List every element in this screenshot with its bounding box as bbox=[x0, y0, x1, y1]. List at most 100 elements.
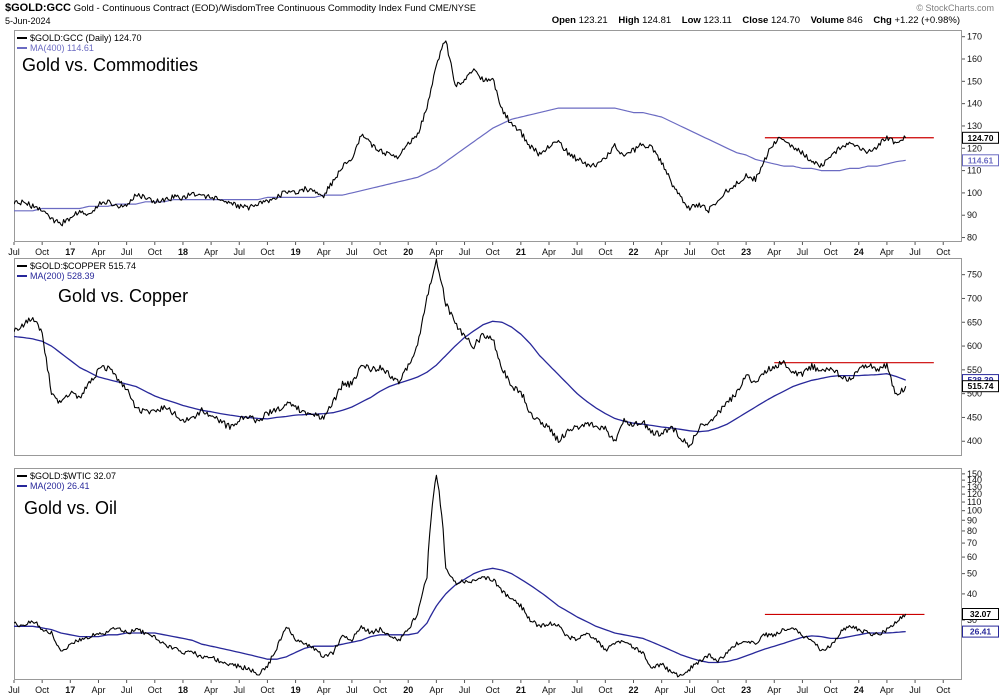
x-axis-label: Jul bbox=[571, 247, 583, 257]
quote-label: Open bbox=[551, 15, 576, 26]
x-axis-label: Apr bbox=[204, 685, 218, 695]
ma-line-sample bbox=[17, 275, 27, 277]
x-axis-label: Oct bbox=[598, 247, 613, 257]
x-axis-label: Oct bbox=[373, 685, 388, 695]
copyright-label: © StockCharts.com bbox=[916, 3, 994, 13]
x-axis-label: Apr bbox=[767, 247, 781, 257]
x-axis-label: Apr bbox=[655, 685, 669, 695]
y-axis-label: 120 bbox=[967, 143, 982, 153]
x-axis-label: 22 bbox=[628, 247, 638, 257]
x-axis-label: Oct bbox=[711, 685, 726, 695]
x-axis-label: Oct bbox=[260, 247, 275, 257]
y-axis-label: 90 bbox=[967, 210, 977, 220]
x-axis-label: Apr bbox=[91, 247, 105, 257]
x-axis-label: Jul bbox=[909, 247, 921, 257]
panel1-legend: $GOLD:GCC (Daily) 124.70 MA(400) 114.61 bbox=[17, 33, 142, 53]
y-axis-label: 130 bbox=[967, 121, 982, 131]
legend-label: MA(400) 114.61 bbox=[30, 43, 94, 53]
x-axis-label: Apr bbox=[542, 247, 556, 257]
x-axis-label: Oct bbox=[35, 247, 50, 257]
y-axis-label: 110 bbox=[967, 166, 981, 176]
y-axis-label: 110 bbox=[967, 497, 981, 507]
chart-header: $GOLD:GCC Gold - Continuous Contract (EO… bbox=[5, 2, 476, 14]
x-axis-label: 24 bbox=[854, 685, 864, 695]
x-axis-label: Oct bbox=[936, 247, 951, 257]
quote-label: Low bbox=[681, 15, 701, 26]
legend-row-price: $GOLD:$WTIC 32.07 bbox=[17, 471, 116, 481]
legend-label: $GOLD:$COPPER 515.74 bbox=[30, 261, 137, 271]
y-axis-label: 400 bbox=[967, 436, 982, 446]
last-price-box bbox=[962, 625, 999, 638]
y-axis-label: 100 bbox=[967, 506, 982, 516]
x-axis-label: Apr bbox=[317, 685, 331, 695]
legend-row-ma: MA(200) 528.39 bbox=[17, 271, 136, 281]
x-axis-label: 23 bbox=[741, 685, 751, 695]
last-price-box bbox=[962, 380, 999, 393]
y-axis-label: 140 bbox=[967, 99, 982, 109]
x-axis-label: 19 bbox=[291, 247, 301, 257]
x-axis-label: 17 bbox=[65, 685, 75, 695]
y-axis-label: 120 bbox=[967, 489, 982, 499]
x-axis-label: Apr bbox=[204, 247, 218, 257]
panel3-title: Gold vs. Oil bbox=[24, 498, 118, 518]
price-line-sample bbox=[17, 475, 27, 477]
x-axis-label: 17 bbox=[65, 247, 75, 257]
x-axis-label: Apr bbox=[429, 247, 443, 257]
y-axis-label: 90 bbox=[967, 515, 977, 525]
plot-border bbox=[14, 30, 962, 242]
panel3-legend: $GOLD:$WTIC 32.07 MA(200) 26.41 bbox=[17, 471, 116, 491]
panel1-title: Gold vs. Commodities bbox=[22, 55, 199, 75]
last-price-box bbox=[962, 131, 999, 144]
x-axis-label: Oct bbox=[486, 685, 501, 695]
ma-line-sample bbox=[17, 47, 27, 49]
ma-line bbox=[14, 320, 906, 433]
y-axis-label: 80 bbox=[967, 526, 977, 536]
quote-value: 846 bbox=[846, 15, 863, 26]
x-axis-label: Apr bbox=[767, 685, 781, 695]
exchange-label: CME/NYSE bbox=[428, 3, 476, 13]
x-axis-label: Jul bbox=[234, 685, 246, 695]
plot-border bbox=[14, 468, 962, 680]
ma-line bbox=[14, 107, 906, 212]
legend-row-price: $GOLD:$COPPER 515.74 bbox=[17, 261, 136, 271]
x-axis-label: Oct bbox=[598, 685, 613, 695]
price-line-sample bbox=[17, 265, 27, 267]
y-axis-label: 170 bbox=[967, 32, 982, 42]
quote-value: 123.21 bbox=[578, 15, 608, 26]
quote-label: Volume bbox=[810, 15, 845, 26]
x-axis-label: Apr bbox=[429, 685, 443, 695]
x-axis-label: Oct bbox=[35, 685, 50, 695]
price-line bbox=[14, 40, 907, 227]
x-axis-label: Jul bbox=[797, 685, 809, 695]
legend-label: MA(200) 528.39 bbox=[30, 271, 95, 281]
x-axis-label: 21 bbox=[516, 247, 526, 257]
last-price-label: 528.39 bbox=[968, 375, 994, 385]
plot-border bbox=[14, 258, 962, 456]
quote-value: 124.70 bbox=[770, 15, 800, 26]
symbol-description: Gold - Continuous Contract (EOD)/WisdomT… bbox=[73, 3, 427, 14]
last-price-box bbox=[962, 608, 999, 620]
panel2-title: Gold vs. Copper bbox=[58, 286, 189, 306]
ma-line-sample bbox=[17, 485, 27, 487]
panel2-legend: $GOLD:$COPPER 515.74 MA(200) 528.39 bbox=[17, 261, 136, 281]
legend-label: MA(200) 26.41 bbox=[30, 481, 90, 491]
x-axis-label: 19 bbox=[291, 685, 301, 695]
legend-label: $GOLD:GCC (Daily) 124.70 bbox=[30, 33, 142, 43]
last-price-box bbox=[962, 154, 999, 167]
x-axis-label: Jul bbox=[346, 685, 358, 695]
x-axis-label: Apr bbox=[655, 247, 669, 257]
legend-row-ma: MA(200) 26.41 bbox=[17, 481, 116, 491]
last-price-label: 515.74 bbox=[968, 381, 994, 391]
quote-value: 123.11 bbox=[703, 15, 732, 26]
x-axis-label: Jul bbox=[8, 247, 20, 257]
x-axis-label: Jul bbox=[571, 685, 583, 695]
x-axis-label: Oct bbox=[486, 247, 501, 257]
last-price-label: 32.07 bbox=[970, 609, 992, 619]
last-price-label: 114.61 bbox=[968, 155, 994, 165]
x-axis-label: Apr bbox=[880, 685, 894, 695]
x-axis-label: Jul bbox=[121, 247, 133, 257]
x-axis-label: Jul bbox=[234, 247, 246, 257]
y-axis-label: 150 bbox=[967, 469, 982, 479]
